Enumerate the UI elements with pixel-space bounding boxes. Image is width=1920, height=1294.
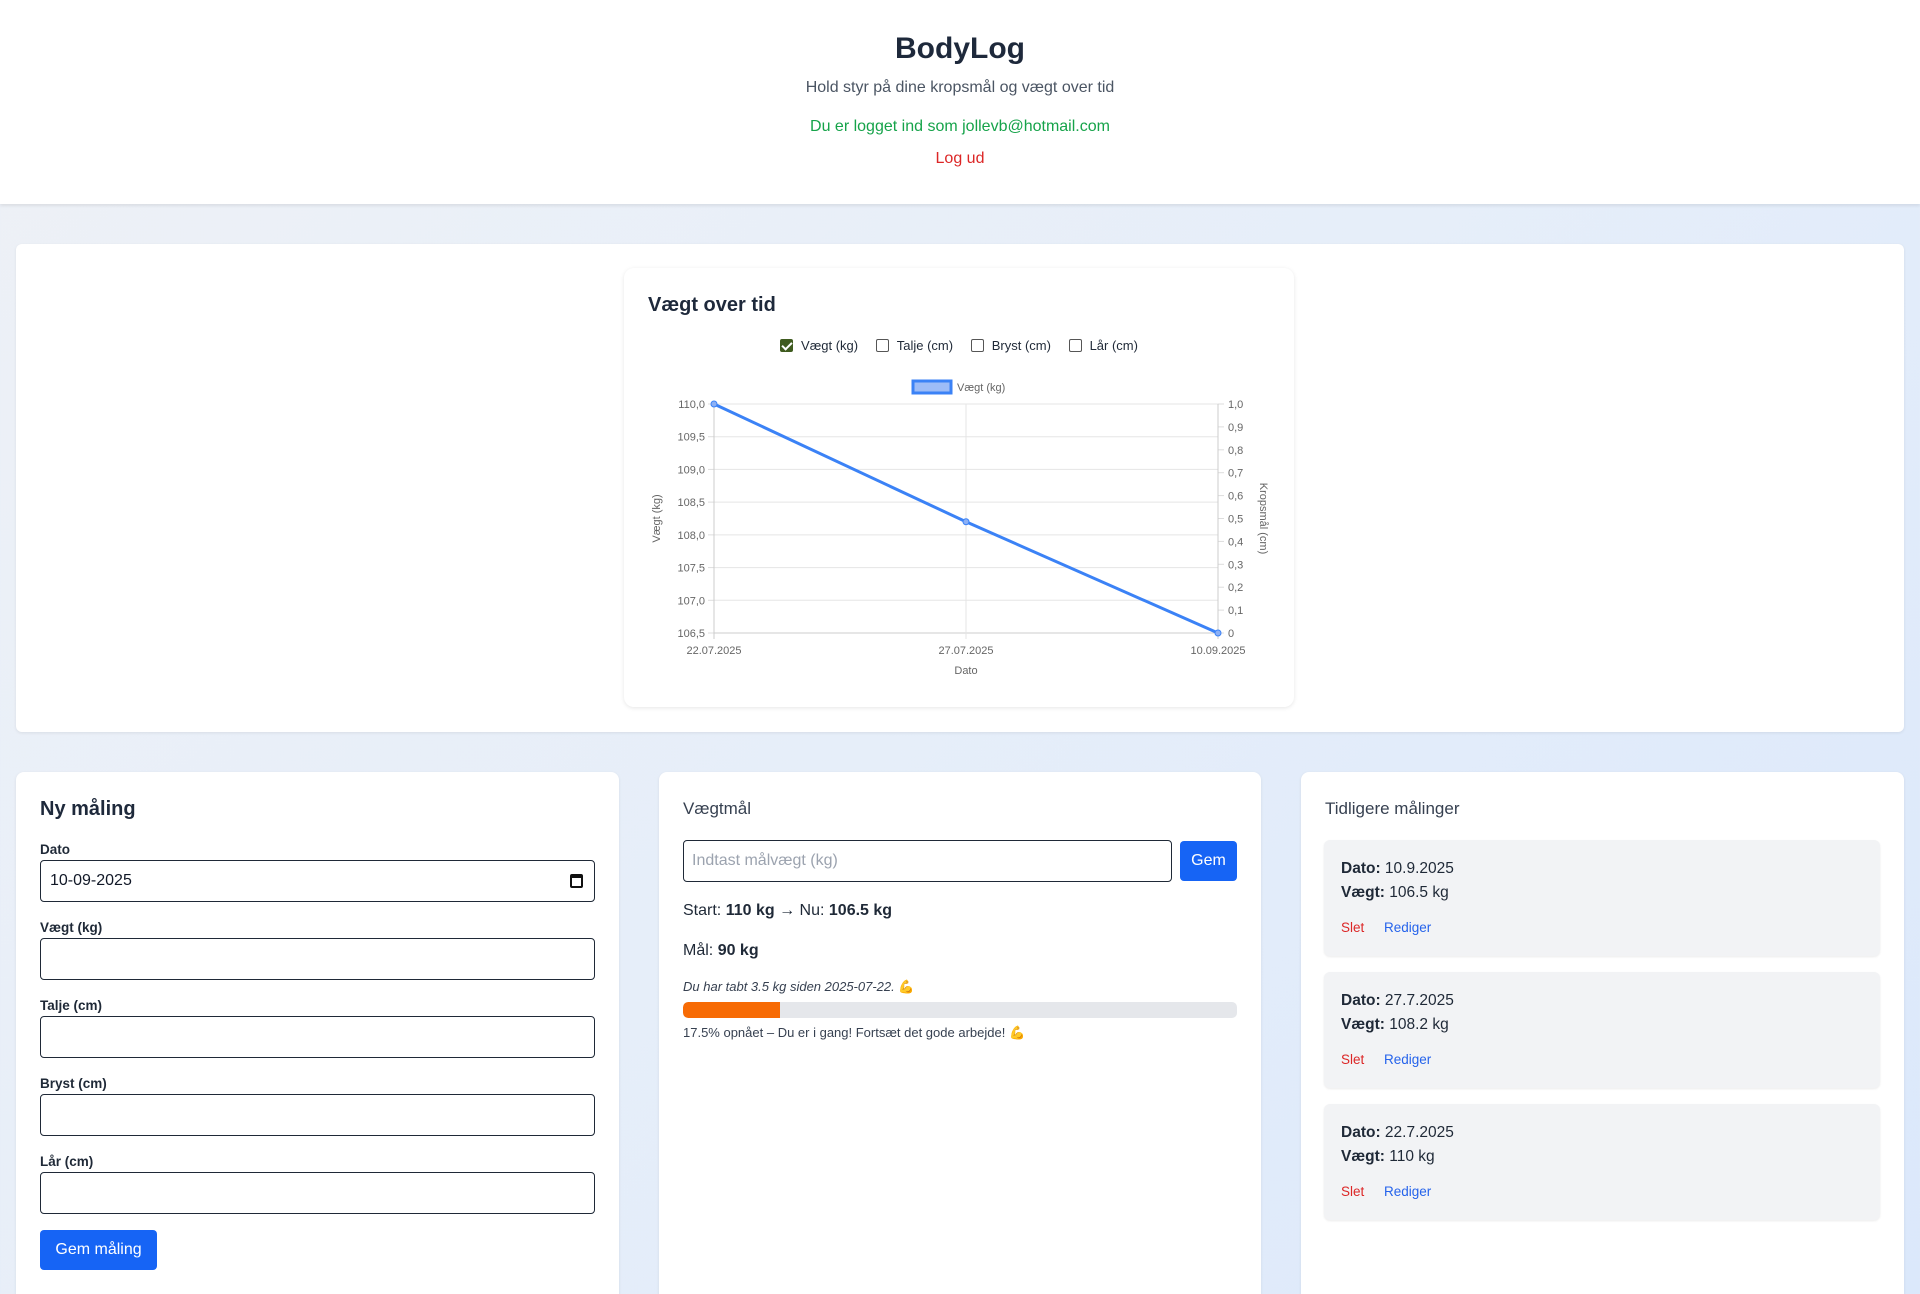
y2-tick-label: 0,6 bbox=[1228, 491, 1243, 503]
history-entry: Dato: 27.7.2025 Vægt: 108.2 kg Slet Redi… bbox=[1324, 972, 1880, 1088]
app-subtitle: Hold styr på dine kropsmål og vægt over … bbox=[805, 79, 1115, 96]
app-header: BodyLog Hold styr på dine kropsmål og væ… bbox=[0, 0, 1920, 204]
goal-summary: Mål: 90 kg bbox=[683, 942, 759, 959]
current-weight: 106.5 kg bbox=[828, 902, 893, 919]
logged-in-status: Du er logget ind som jollevb@hotmail.com bbox=[810, 118, 1110, 135]
y2-tick-label: 1,0 bbox=[1228, 399, 1243, 411]
weight-checkbox[interactable] bbox=[780, 339, 794, 352]
edit-entry-button[interactable]: Rediger bbox=[1384, 920, 1432, 935]
y2-tick-label: 0 bbox=[1228, 628, 1234, 640]
metric-toggles: Vægt (kg) Talje (cm) Bryst (cm) Lår (cm) bbox=[624, 338, 1294, 355]
y-tick-label: 109,5 bbox=[677, 432, 705, 444]
start-now-summary: Start: 110 kg → Nu: 106.5 kg bbox=[683, 902, 893, 919]
progress-message: 17.5% opnået – Du er i gang! Fortsæt det… bbox=[683, 1025, 1026, 1040]
toggle-label: Vægt (kg) bbox=[801, 338, 859, 353]
thigh-checkbox[interactable] bbox=[1068, 339, 1082, 352]
toggle-weight[interactable]: Vægt (kg) bbox=[780, 338, 858, 353]
y-tick-label: 106,5 bbox=[677, 628, 705, 640]
y-tick-label: 108,5 bbox=[677, 497, 705, 509]
entry-date: 27.7.2025 bbox=[1384, 992, 1454, 1009]
weight-goal-title: Vægtmål bbox=[683, 799, 752, 818]
y-tick-label: 107,5 bbox=[677, 563, 705, 575]
logout-button[interactable]: Log ud bbox=[935, 150, 985, 167]
weight-field[interactable] bbox=[40, 938, 595, 980]
x-tick-label: 27.07.2025 bbox=[938, 645, 993, 657]
x-tick-label: 22.07.2025 bbox=[686, 645, 741, 657]
delete-entry-button[interactable]: Slet bbox=[1341, 920, 1365, 935]
save-measurement-button[interactable]: Gem måling bbox=[40, 1230, 157, 1270]
entry-date: 10.9.2025 bbox=[1384, 860, 1454, 877]
date-value: 10-09-2025 bbox=[50, 872, 132, 889]
new-measurement-title: Ny måling bbox=[40, 798, 136, 820]
flexed-biceps-icon: 💪 bbox=[898, 979, 915, 994]
chest-field[interactable] bbox=[40, 1094, 595, 1136]
goal-progress-bar bbox=[683, 1002, 1237, 1018]
new-measurement-card: Ny måling Dato 10-09-2025 Vægt (kg) Talj… bbox=[16, 772, 619, 1294]
y2-tick-label: 0,1 bbox=[1228, 605, 1243, 617]
data-point[interactable] bbox=[710, 400, 718, 408]
chart-section: Vægt over tid Vægt (kg) Talje (cm) Bryst… bbox=[16, 244, 1904, 732]
chart-container: Vægt over tid Vægt (kg) Talje (cm) Bryst… bbox=[624, 268, 1294, 707]
waist-label: Talje (cm) bbox=[40, 998, 103, 1013]
history-entry: Dato: 10.9.2025 Vægt: 106.5 kg Slet Redi… bbox=[1324, 840, 1880, 956]
save-goal-button[interactable]: Gem bbox=[1180, 841, 1237, 881]
toggle-label: Bryst (cm) bbox=[991, 338, 1051, 353]
y2-tick-label: 0,8 bbox=[1228, 445, 1243, 457]
history-entry: Dato: 22.7.2025 Vægt: 110 kg Slet Redige… bbox=[1324, 1104, 1880, 1220]
start-weight: 110 kg bbox=[725, 902, 775, 919]
legend-label[interactable]: Vægt (kg) bbox=[957, 382, 1005, 394]
y2-axis-title: Kropsmål (cm) bbox=[1257, 483, 1269, 555]
y2-tick-label: 0,7 bbox=[1228, 468, 1243, 480]
delete-entry-button[interactable]: Slet bbox=[1341, 1052, 1365, 1067]
y-tick-label: 108,0 bbox=[677, 530, 705, 542]
goal-progress-fill bbox=[683, 1002, 780, 1018]
toggle-waist[interactable]: Talje (cm) bbox=[875, 338, 954, 353]
entry-weight: 108.2 kg bbox=[1389, 1016, 1449, 1033]
y-tick-label: 110,0 bbox=[678, 399, 705, 411]
entry-weight: 110 kg bbox=[1389, 1148, 1435, 1165]
y-axis-title: Vægt (kg) bbox=[651, 494, 663, 542]
toggle-label: Lår (cm) bbox=[1089, 338, 1138, 353]
edit-entry-button[interactable]: Rediger bbox=[1384, 1052, 1432, 1067]
edit-entry-button[interactable]: Rediger bbox=[1384, 1184, 1432, 1199]
data-point[interactable] bbox=[962, 518, 970, 526]
date-label: Dato bbox=[40, 842, 70, 857]
flexed-biceps-icon: 💪 bbox=[1008, 1025, 1026, 1040]
calendar-icon[interactable] bbox=[570, 874, 583, 888]
thigh-label: Lår (cm) bbox=[40, 1154, 94, 1169]
y2-tick-label: 0,5 bbox=[1228, 514, 1243, 526]
x-tick-label: 10.09.2025 bbox=[1190, 645, 1245, 657]
legend-swatch[interactable] bbox=[911, 379, 953, 395]
goal-weight: 90 kg bbox=[717, 942, 759, 959]
toggle-thigh[interactable]: Lår (cm) bbox=[1068, 338, 1138, 353]
thigh-field[interactable] bbox=[40, 1172, 595, 1214]
waist-field[interactable] bbox=[40, 1016, 595, 1058]
chart-title: Vægt over tid bbox=[648, 294, 776, 316]
x-axis-title: Dato bbox=[954, 665, 977, 677]
y2-tick-label: 0,3 bbox=[1228, 559, 1243, 571]
history-card: Tidligere målinger Dato: 10.9.2025 Vægt:… bbox=[1301, 772, 1904, 1294]
y2-tick-label: 0,2 bbox=[1228, 582, 1243, 594]
app-title: BodyLog bbox=[895, 32, 1025, 65]
weight-goal-card: Vægtmål Gem Start: 110 kg → Nu: 106.5 kg… bbox=[659, 772, 1261, 1294]
toggle-chest[interactable]: Bryst (cm) bbox=[970, 338, 1051, 353]
entry-date: 22.7.2025 bbox=[1384, 1124, 1454, 1141]
goal-weight-input[interactable] bbox=[683, 840, 1172, 882]
y-tick-label: 107,0 bbox=[677, 595, 705, 607]
data-point[interactable] bbox=[1214, 629, 1222, 637]
weight-line-chart: Vægt (kg) 110,0 109,5 109,0 108,5 108,0 107,5 1… bbox=[651, 379, 1269, 677]
y-tick-label: 109,0 bbox=[677, 464, 705, 476]
waist-checkbox[interactable] bbox=[875, 339, 889, 352]
weight-loss-note: Du har tabt 3.5 kg siden 2025-07-22. 💪 bbox=[683, 979, 915, 994]
y2-tick-label: 0,9 bbox=[1228, 422, 1243, 434]
chest-checkbox[interactable] bbox=[970, 339, 984, 352]
date-field[interactable]: 10-09-2025 bbox=[40, 860, 595, 902]
history-title: Tidligere målinger bbox=[1325, 799, 1460, 818]
y2-tick-label: 0,4 bbox=[1228, 536, 1243, 548]
chest-label: Bryst (cm) bbox=[40, 1076, 107, 1091]
delete-entry-button[interactable]: Slet bbox=[1341, 1184, 1365, 1199]
weight-label: Vægt (kg) bbox=[40, 920, 103, 935]
entry-weight: 106.5 kg bbox=[1389, 884, 1449, 901]
toggle-label: Talje (cm) bbox=[896, 338, 954, 353]
